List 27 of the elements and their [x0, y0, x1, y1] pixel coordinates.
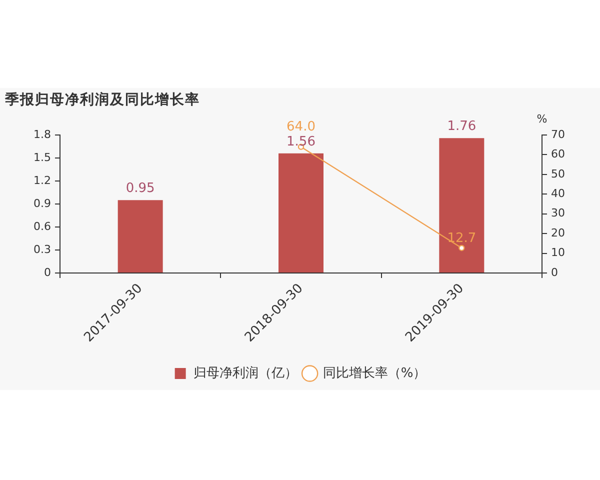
- y2-tick-label: 20: [551, 226, 565, 240]
- data-label: 1.56: [286, 134, 316, 150]
- y-tick-label: 1.8: [34, 128, 51, 141]
- y2-tick-label: 40: [551, 187, 565, 200]
- y2-tick-label: 10: [551, 246, 565, 260]
- bar: [278, 153, 324, 272]
- y-tick-label: 0.3: [34, 242, 51, 256]
- y2-tick-label: 70: [551, 128, 565, 141]
- y-tick-label: 0: [44, 266, 51, 279]
- legend-label: 归母净利润（亿）: [193, 366, 298, 381]
- y-tick-label: 1.5: [34, 150, 51, 164]
- y2-tick-label: 0: [551, 266, 558, 279]
- data-label: 0.95: [126, 181, 155, 196]
- data-label: 1.76: [447, 118, 476, 134]
- data-label: 64.0: [286, 119, 316, 134]
- chart-title: 季报归母净利润及同比增长率: [5, 91, 200, 109]
- y2-tick-label: 30: [551, 206, 565, 220]
- legend-label: 同比增长率（%）: [322, 364, 426, 381]
- y2-tick-label: 50: [551, 167, 565, 180]
- bar: [439, 138, 484, 272]
- bar: [118, 200, 163, 272]
- data-label: 12.7: [447, 230, 476, 246]
- y-tick-label: 0.6: [34, 220, 51, 233]
- y-tick-label: 1.2: [34, 174, 51, 187]
- y2-tick-label: 60: [551, 148, 565, 161]
- y2-axis-title: %: [536, 112, 548, 126]
- y-tick-label: 0.9: [34, 196, 51, 210]
